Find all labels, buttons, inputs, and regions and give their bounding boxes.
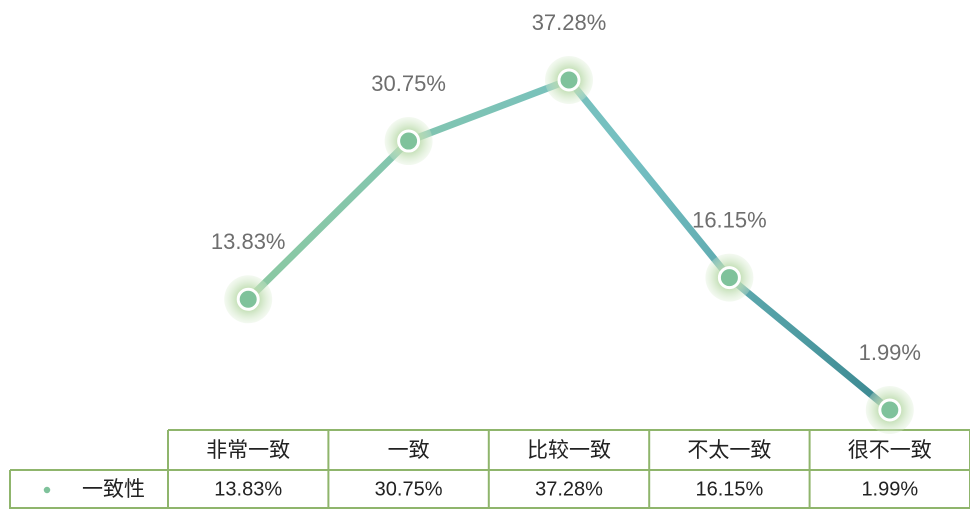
table-value: 37.28% bbox=[535, 478, 603, 500]
marker bbox=[236, 287, 260, 311]
marker bbox=[878, 398, 902, 422]
data-label: 37.28% bbox=[532, 10, 607, 35]
table-value: 13.83% bbox=[214, 478, 282, 500]
marker bbox=[717, 266, 741, 290]
legend-marker bbox=[42, 485, 52, 495]
data-label: 16.15% bbox=[692, 207, 767, 232]
marker bbox=[557, 68, 581, 92]
table-value: 16.15% bbox=[695, 478, 763, 500]
series-line bbox=[245, 76, 893, 413]
x-tick-label: 不太一致 bbox=[687, 438, 771, 462]
marker bbox=[397, 129, 421, 153]
data-label: 13.83% bbox=[211, 229, 286, 254]
data-table bbox=[9, 429, 970, 509]
table-value: 30.75% bbox=[375, 478, 443, 500]
legend-label: 一致性 bbox=[82, 477, 145, 501]
table-value: 1.99% bbox=[861, 478, 918, 500]
x-tick-label: 一致 bbox=[388, 438, 430, 462]
x-tick-label: 很不一致 bbox=[848, 438, 932, 462]
x-tick-label: 比较一致 bbox=[527, 438, 611, 462]
data-label: 1.99% bbox=[859, 340, 921, 365]
data-label: 30.75% bbox=[371, 71, 446, 96]
x-tick-label: 非常一致 bbox=[206, 438, 290, 462]
